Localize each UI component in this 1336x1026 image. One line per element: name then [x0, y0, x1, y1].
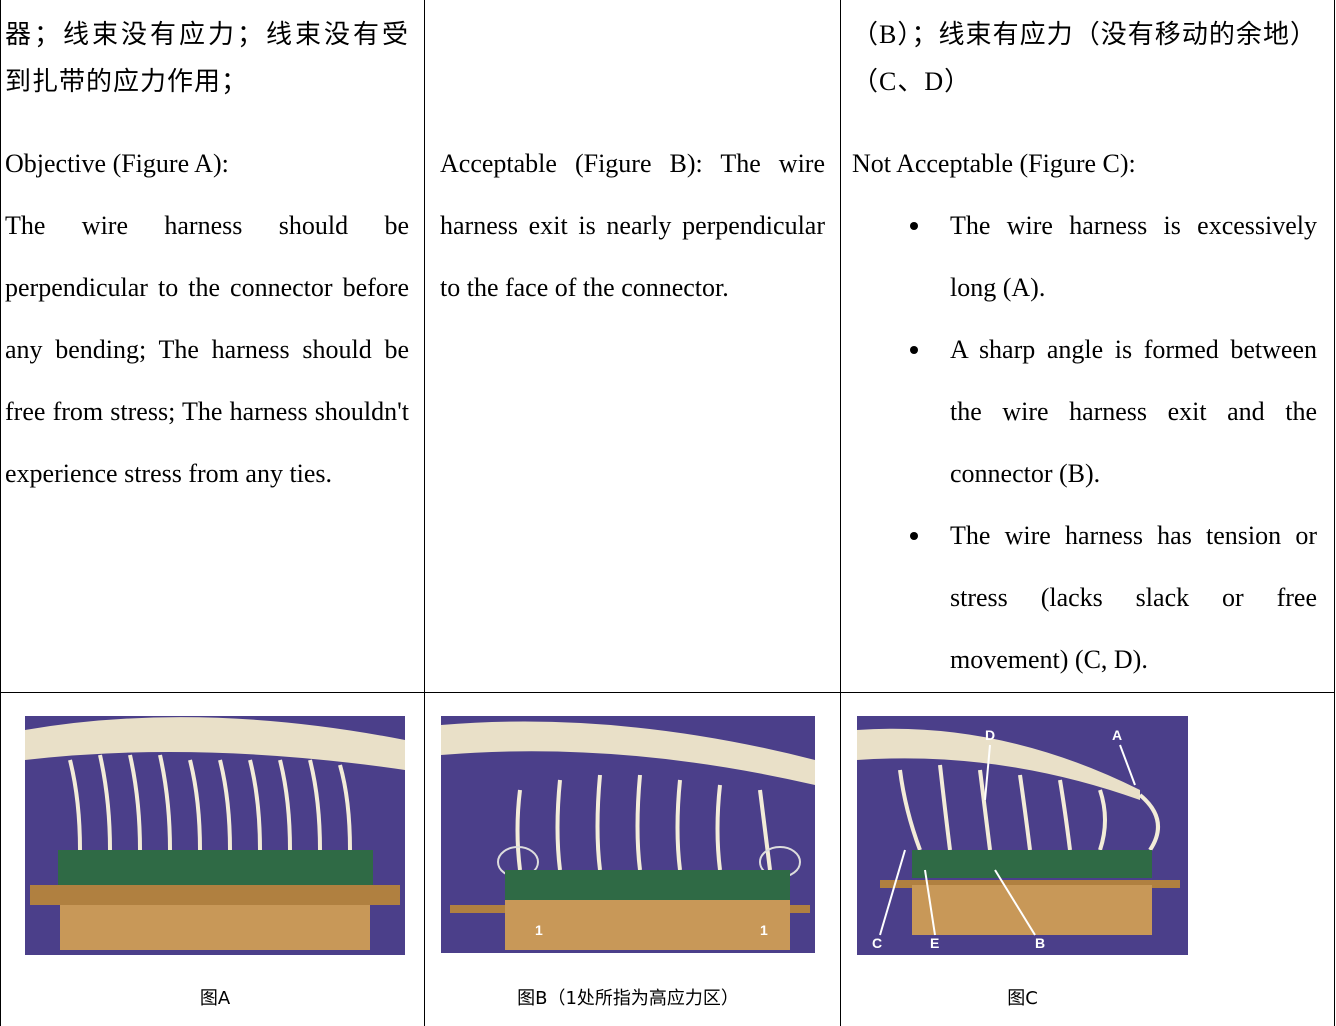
bullet-list: The wire harness is excessively long (A)… [852, 195, 1317, 691]
bullet: The wire harness has tension or stress (… [910, 505, 1317, 691]
border [0, 0, 1, 1026]
caption: 图C [1007, 988, 1038, 1009]
photo-c: D A C E B [857, 716, 1188, 955]
paragraph: The wire harness should be perpendicular… [5, 211, 409, 488]
photo-a [25, 716, 405, 955]
text: （B）；线束有应力（没有移动的余地）（C、D） [852, 20, 1317, 96]
heading: Acceptable (Figure B): [440, 149, 703, 178]
border [840, 0, 841, 1026]
heading: Not Acceptable (Figure C): [852, 149, 1136, 178]
image-label: 1 [760, 922, 768, 938]
cell: 器；线束没有应力；线束没有受到扎带的应力作用； Objective (Figur… [5, 11, 409, 505]
photo-b: 1 1 [441, 716, 815, 953]
image-label: D [985, 727, 995, 743]
border [1334, 0, 1335, 1026]
bullet: A sharp angle is formed between the wire… [910, 319, 1317, 505]
image-label: A [1112, 727, 1122, 743]
paragraph: Acceptable (Figure B): The wire harness … [440, 133, 825, 319]
text: 器；线束没有应力；线束没有受到扎带的应力作用； [5, 20, 409, 96]
heading: Objective (Figure A): [5, 149, 229, 178]
text: The wire harness exit is nearly perpendi… [440, 149, 826, 302]
image-label: C [872, 935, 882, 951]
bullet: The wire harness is excessively long (A)… [910, 195, 1317, 319]
caption: 图B（1处所指为高应力区） [517, 988, 739, 1009]
image-label: B [1035, 935, 1045, 951]
border [0, 692, 1335, 693]
caption: 图A [199, 988, 231, 1009]
image-label: E [930, 935, 939, 951]
cell: （B）；线束有应力（没有移动的余地）（C、D） Not Acceptable (… [852, 11, 1317, 691]
text: Objective (Figure A): The wire harness s… [5, 133, 409, 505]
border [424, 0, 425, 1026]
image-label: 1 [535, 922, 543, 938]
cell: Acceptable (Figure B): The wire harness … [440, 133, 825, 319]
